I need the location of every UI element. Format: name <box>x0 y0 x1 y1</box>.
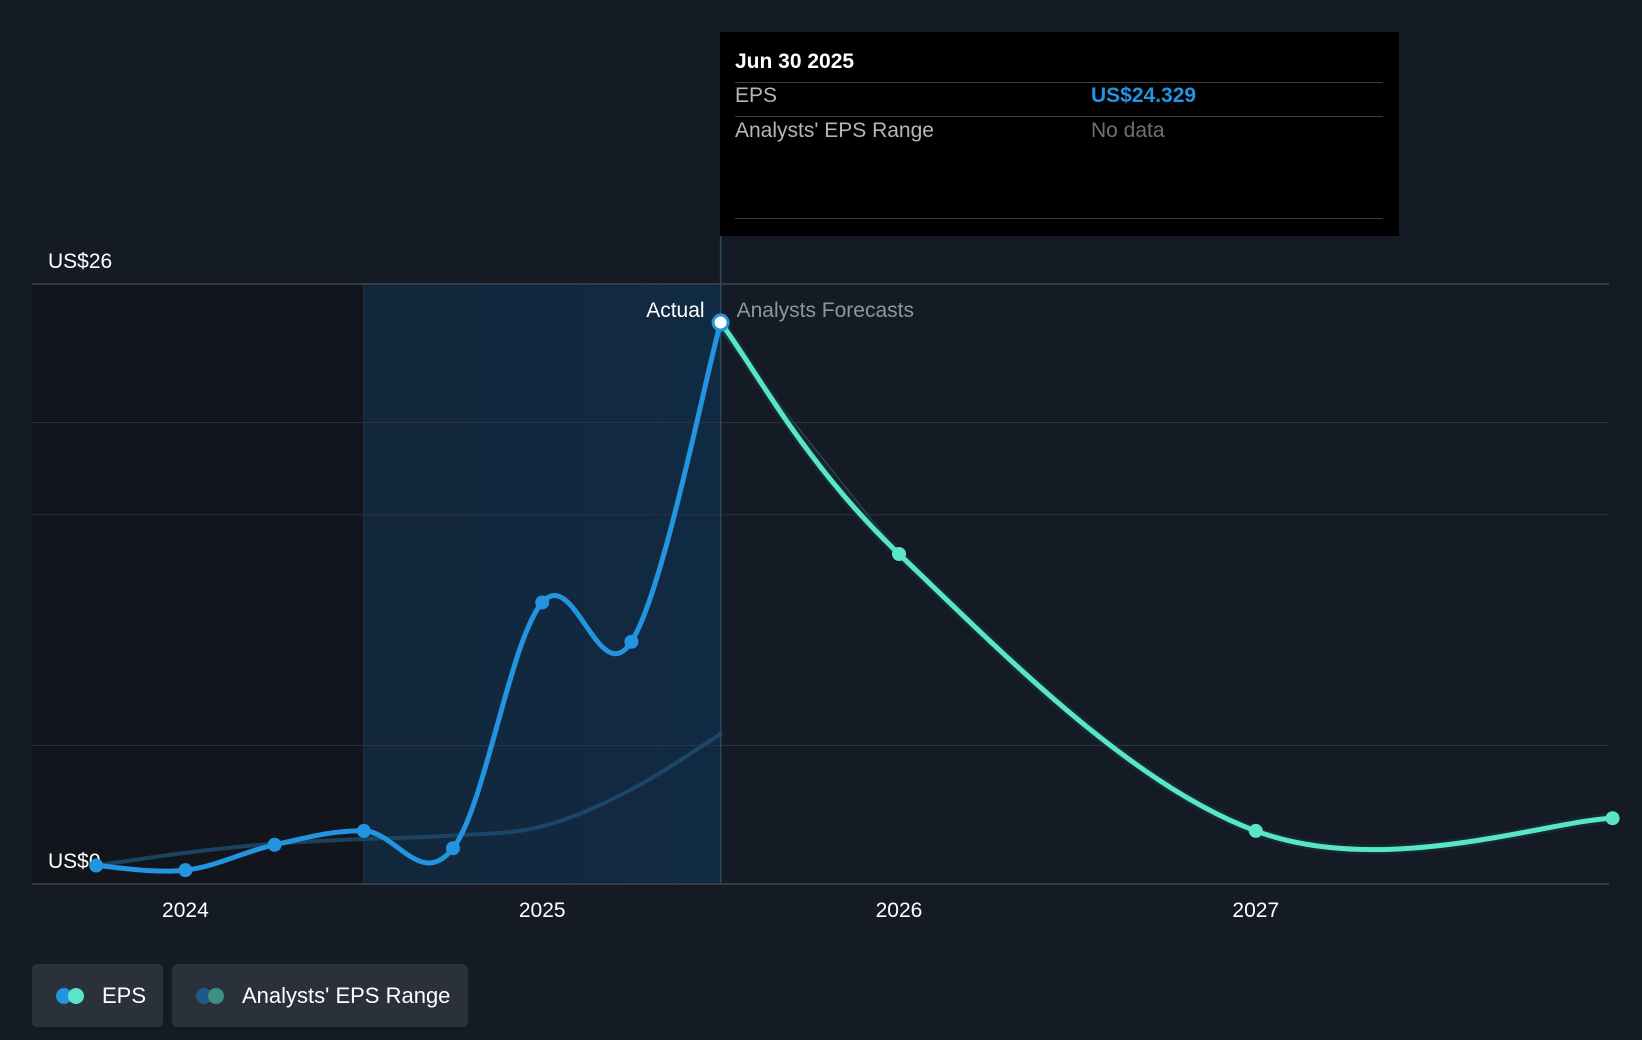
forecast-point <box>1605 811 1620 826</box>
past-year-region <box>363 284 721 884</box>
eps-point <box>446 841 461 856</box>
forecast-point <box>1248 823 1263 838</box>
legend-dot-icon <box>208 987 224 1004</box>
forecast-point <box>891 547 906 561</box>
legend-eps-label: EPS <box>102 982 147 1008</box>
x-tick-label: 2027 <box>1232 899 1279 922</box>
tooltip-date: Jun 30 2025 <box>735 50 855 73</box>
eps-series-line <box>93 320 724 874</box>
eps-point <box>178 863 193 878</box>
forecast-series-shadow <box>715 317 1618 855</box>
tooltip-range-label: Analysts' EPS Range <box>735 119 934 142</box>
legend-eps-swatch <box>56 987 86 1004</box>
legend-eps[interactable]: EPS <box>32 964 163 1027</box>
past-history-region <box>32 284 364 884</box>
tooltip: Jun 30 2025 EPS US$24.329 Analysts' EPS … <box>720 32 1399 236</box>
background-series-line <box>94 732 723 868</box>
actual-label: Actual <box>646 299 704 322</box>
y-tick-label: US$0 <box>48 850 101 873</box>
tooltip-divider <box>735 116 1383 117</box>
x-tick-label: 2025 <box>519 899 566 922</box>
eps-point <box>89 858 104 873</box>
eps-point <box>267 837 282 852</box>
eps-point <box>356 823 371 838</box>
tooltip-divider <box>735 218 1383 219</box>
tooltip-eps-value: US$24.329 <box>1091 84 1197 107</box>
x-tick-label: 2026 <box>876 899 923 922</box>
present-point <box>711 313 730 332</box>
legend-range-swatch <box>196 987 226 1004</box>
legend-range-label: Analysts' EPS Range <box>242 982 451 1008</box>
tooltip-range-value: No data <box>1091 119 1165 142</box>
eps-point <box>624 634 639 649</box>
y-tick-label: US$26 <box>48 250 112 273</box>
forecast-label: Analysts Forecasts <box>737 299 914 322</box>
x-tick-label: 2024 <box>162 899 209 922</box>
tooltip-eps-label: EPS <box>735 84 778 107</box>
legend-dot-icon <box>68 987 84 1004</box>
tooltip-divider <box>735 82 1383 83</box>
legend-eps-range[interactable]: Analysts' EPS Range <box>172 964 468 1027</box>
forecast-series-line <box>718 320 1616 853</box>
eps-point <box>535 595 550 610</box>
